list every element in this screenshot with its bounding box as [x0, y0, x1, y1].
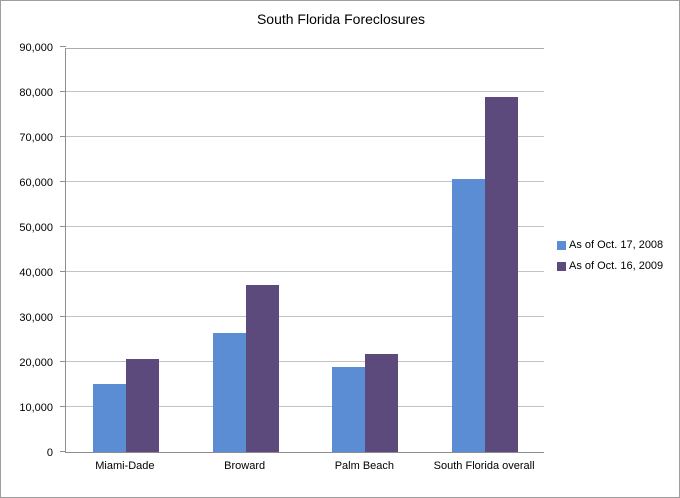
legend: As of Oct. 17, 2008 As of Oct. 16, 2009: [557, 239, 679, 281]
legend-label: As of Oct. 17, 2008: [569, 239, 664, 251]
bar-miami-dade-as-of-oct-16-2009: [125, 358, 159, 452]
category-group-palm-beach: [306, 49, 426, 452]
y-axis-tick: [60, 136, 66, 137]
legend-swatch-icon: [557, 261, 566, 271]
gridline: [66, 316, 544, 317]
x-category-label-south-florida-overall: South Florida overall: [433, 460, 535, 472]
y-axis-tick: [60, 406, 66, 407]
y-tick-label: 50,000: [19, 222, 53, 234]
gridline: [66, 406, 544, 407]
y-axis-tick: [60, 271, 66, 272]
y-axis-tick: [60, 451, 66, 452]
bar-south-florida-overall-as-of-oct-17-2008: [452, 178, 486, 452]
legend-swatch-icon: [557, 240, 566, 250]
bar-palm-beach-as-of-oct-17-2008: [332, 367, 366, 452]
y-axis-tick: [60, 226, 66, 227]
x-category-label-miami-dade: Miami-Dade: [95, 460, 155, 472]
y-tick-label: 10,000: [19, 402, 53, 414]
y-axis-tick: [60, 316, 66, 317]
y-axis-tick: [60, 91, 66, 92]
bar-miami-dade-as-of-oct-17-2008: [92, 383, 126, 452]
category-group-miami-dade: [66, 49, 186, 452]
bar-broward-as-of-oct-16-2009: [245, 285, 279, 452]
legend-label: As of Oct. 16, 2009: [569, 260, 664, 272]
y-axis: 0 10,000 20,000 30,000 40,000 50,000 60,000 70,…: [1, 42, 53, 459]
y-tick-label: 40,000: [19, 267, 53, 279]
bar-south-florida-overall-as-of-oct-16-2009: [485, 96, 519, 452]
gridline: [66, 181, 544, 182]
legend-item-as-of-oct-17-2008: As of Oct. 17, 2008: [557, 239, 679, 251]
plot-area: [60, 46, 545, 453]
y-axis-tick: [60, 361, 66, 362]
y-tick-label: 90,000: [19, 42, 53, 54]
legend-item-as-of-oct-16-2009: As of Oct. 16, 2009: [557, 260, 679, 272]
chart-title: South Florida Foreclosures: [256, 11, 426, 27]
bar-broward-as-of-oct-17-2008: [212, 332, 246, 452]
x-category-label-broward: Broward: [224, 460, 266, 472]
bar-palm-beach-as-of-oct-16-2009: [365, 354, 399, 452]
y-tick-label: 0: [46, 447, 53, 459]
x-axis: Miami-Dade Broward Palm Beach South Florida…: [65, 460, 544, 472]
gridline: [66, 361, 544, 362]
y-tick-label: 30,000: [19, 312, 53, 324]
y-tick-label: 70,000: [19, 132, 53, 144]
y-axis-tick: [60, 46, 66, 47]
y-tick-label: 20,000: [19, 357, 53, 369]
category-group-south-florida-overall: [425, 49, 545, 452]
y-axis-tick: [60, 181, 66, 182]
gridline: [66, 136, 544, 137]
gridline: [66, 91, 544, 92]
y-tick-label: 60,000: [19, 177, 53, 189]
x-category-label-palm-beach: Palm Beach: [334, 460, 395, 472]
gridline: [66, 226, 544, 227]
y-tick-label: 80,000: [19, 87, 53, 99]
category-group-broward: [186, 49, 306, 452]
gridline: [66, 271, 544, 272]
